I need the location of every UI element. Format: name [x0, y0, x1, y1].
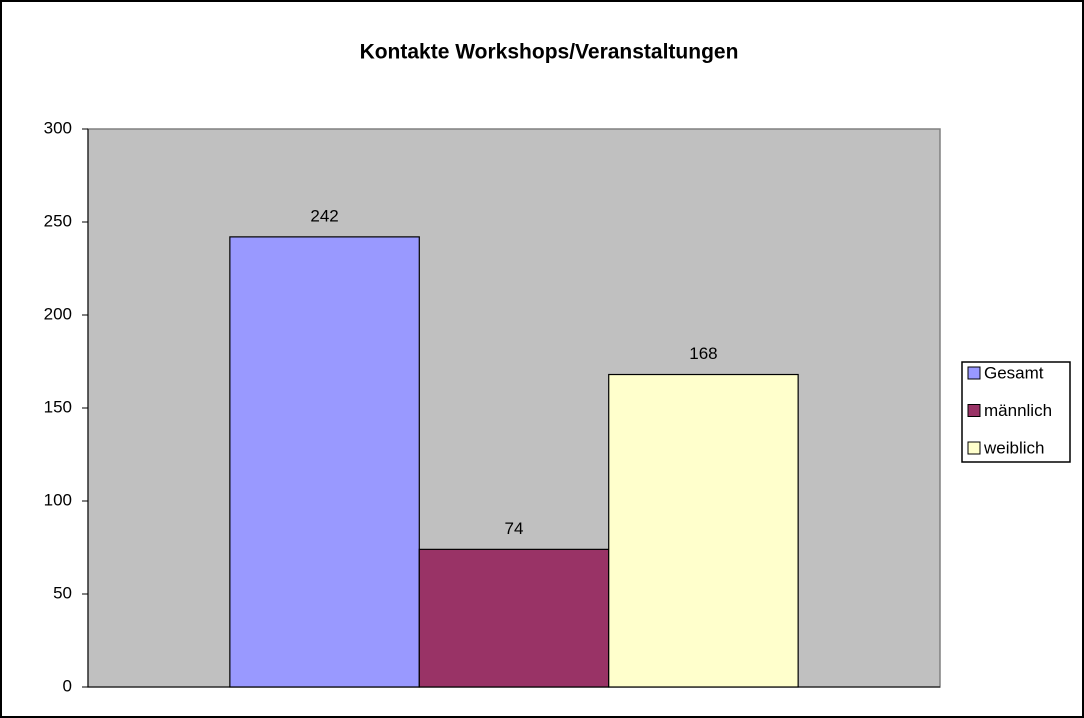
legend-swatch	[967, 366, 981, 380]
bar	[608, 373, 799, 688]
legend-swatch	[967, 404, 981, 417]
legend-label: Gesamt	[984, 363, 1044, 382]
bar	[229, 236, 420, 688]
chart-title: Kontakte Workshops/Veranstaltungen	[360, 41, 739, 64]
y-tick-label: 0	[63, 676, 72, 695]
y-tick-label: 150	[44, 397, 72, 416]
legend-swatch	[967, 441, 981, 455]
legend-label: weiblich	[983, 438, 1044, 457]
y-tick-label: 100	[44, 490, 72, 509]
data-label: 74	[505, 519, 524, 538]
y-tick-label: 50	[53, 583, 72, 602]
bar	[418, 548, 610, 688]
y-tick-label: 250	[44, 211, 72, 230]
legend-label: männlich	[984, 401, 1052, 420]
data-label: 168	[689, 344, 717, 363]
data-label: 242	[310, 206, 338, 225]
y-tick-label: 300	[44, 118, 72, 137]
y-tick-label: 200	[44, 304, 72, 323]
